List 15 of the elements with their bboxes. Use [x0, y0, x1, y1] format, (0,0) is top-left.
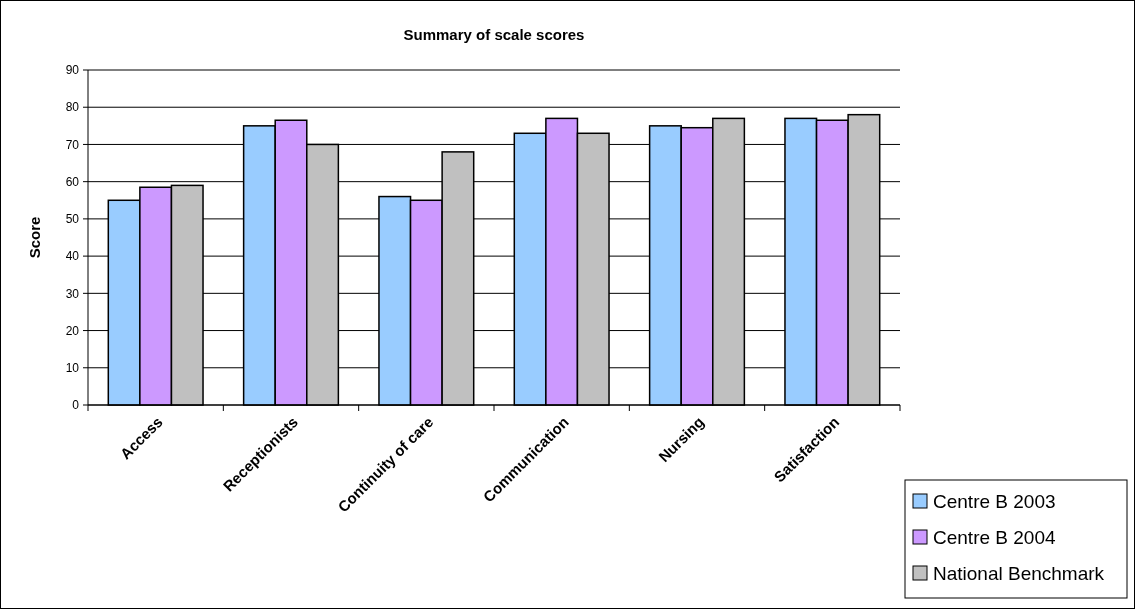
y-tick-label: 80 [65, 100, 80, 115]
y-tick-label: 10 [65, 360, 80, 375]
legend-label: National Benchmark [933, 562, 1105, 584]
y-tick-label: 50 [65, 212, 80, 227]
y-axis-title: Score [26, 216, 43, 259]
y-tick-label: 60 [65, 174, 80, 189]
chart-title: Summary of scale scores [403, 26, 585, 43]
y-tick-label: 40 [65, 249, 80, 264]
y-tick-label: 90 [65, 63, 80, 78]
y-tick-label: 30 [65, 286, 80, 301]
y-tick-label: 20 [65, 323, 80, 338]
y-tick-label: 0 [72, 398, 80, 413]
legend-label: Centre B 2004 [933, 526, 1056, 548]
legend-label: Centre B 2003 [933, 490, 1056, 512]
y-tick-label: 70 [65, 137, 80, 152]
